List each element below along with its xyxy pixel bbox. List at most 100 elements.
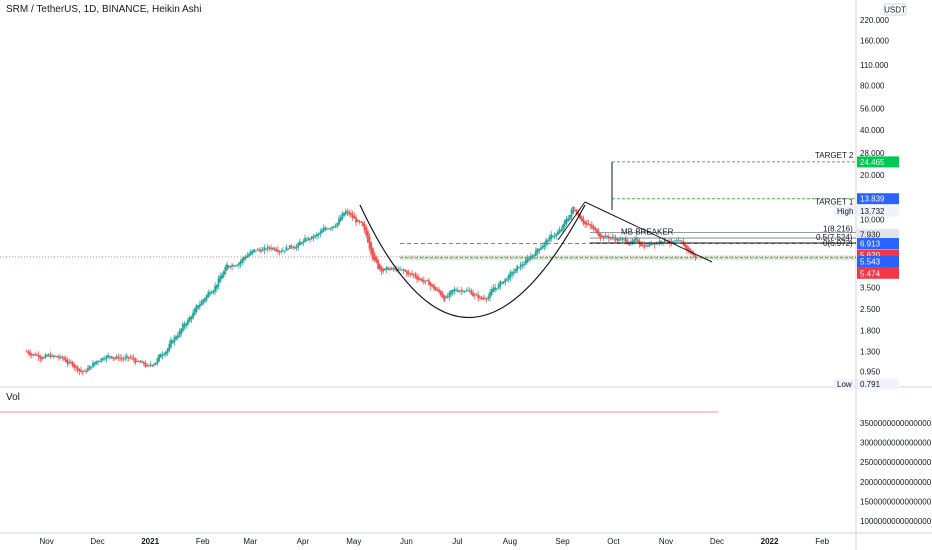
candle-body [531,254,534,258]
candle-body [582,218,585,224]
low-badge [857,379,899,389]
candle-body [231,264,233,267]
candle-body [181,324,184,332]
price-tick-label: 1.300 [860,347,881,356]
candle-body [397,269,400,271]
candle-body [631,240,634,243]
candle-body [85,371,88,373]
candle-body [280,251,283,253]
candle-body [685,245,688,251]
candle-body [655,242,658,245]
candle-body [334,225,337,227]
candle-body [331,226,334,229]
candle-body [175,336,177,340]
candle-body [164,351,167,355]
candle-body [597,231,600,237]
candle-body [545,239,547,245]
candle-body [207,291,210,298]
candle-body [677,240,680,242]
candle-body [241,258,244,263]
currency-button[interactable] [883,3,907,16]
candle-body [132,357,135,360]
candle-body [577,212,580,216]
candle-body [339,217,342,222]
candle-body [507,275,510,280]
candle-body [351,214,354,218]
candle-body [399,269,401,271]
volume-tick-label: 2500000000000000.00 [860,458,932,467]
candle-body [523,264,525,266]
candle-body [390,267,393,270]
candle-body [497,284,500,289]
candle-body [309,238,312,240]
level-7930-badge [857,229,899,241]
candle-body [355,217,357,223]
candle-body [455,290,457,292]
candle-body [69,361,72,363]
candle-body [461,290,464,292]
target1-text: TARGET 1 [815,198,854,207]
candle-body [156,358,159,364]
candle-body [27,351,30,354]
candle-body [495,288,498,290]
candle-body [159,354,162,358]
candle-body [546,240,549,243]
price-tick-label: 40.000 [860,126,885,135]
candle-body [638,240,641,245]
trend-line-upper [584,201,713,263]
candle-body [197,305,200,309]
candle-body [621,238,624,240]
candle-body [607,236,610,239]
price-tick-label: 56.000 [860,104,885,113]
candle-body [439,290,442,296]
candle-body [153,364,155,366]
candle-body [114,357,116,359]
candle-body [626,240,629,245]
candle-body [278,251,281,253]
candle-body [353,215,356,219]
candle-body [557,231,559,235]
candle-body [465,290,468,292]
candle-body [487,296,490,299]
candle-body [59,356,62,358]
candle-body [210,292,213,294]
candle-body [377,259,379,269]
candle-body [270,247,273,250]
high-tag-text: High [837,207,853,216]
candle-body [103,358,106,360]
candle-body [445,296,447,299]
candle-body [256,249,259,251]
candle-body [670,240,673,243]
candle-body [187,319,189,325]
candle-body [253,249,256,252]
level-6913-badge-text: 6.913 [860,240,881,249]
candle-body [560,229,563,232]
candle-body [219,275,222,283]
candle-body [299,241,301,245]
candle-body [158,354,161,362]
candle-body [329,228,332,230]
candle-body [360,221,362,223]
candle-body [417,277,420,280]
candle-body [614,237,617,241]
candle-body [273,248,276,250]
candle-body [90,366,93,368]
candle-body [44,354,47,358]
candle-body [346,211,349,213]
candle-body [86,368,89,372]
candle-body [30,353,33,356]
candle-body [71,361,74,367]
candle-body [200,301,203,306]
candle-body [429,282,432,287]
time-tick-label: 2021 [141,537,159,546]
candle-body [494,287,497,291]
candle-body [672,240,675,242]
high-badge [857,205,899,217]
candle-body [584,221,586,225]
candle-body [127,356,130,358]
candle-body [222,271,225,277]
candle-body [190,316,193,320]
candle-body [80,369,82,372]
candle-body [195,305,198,312]
